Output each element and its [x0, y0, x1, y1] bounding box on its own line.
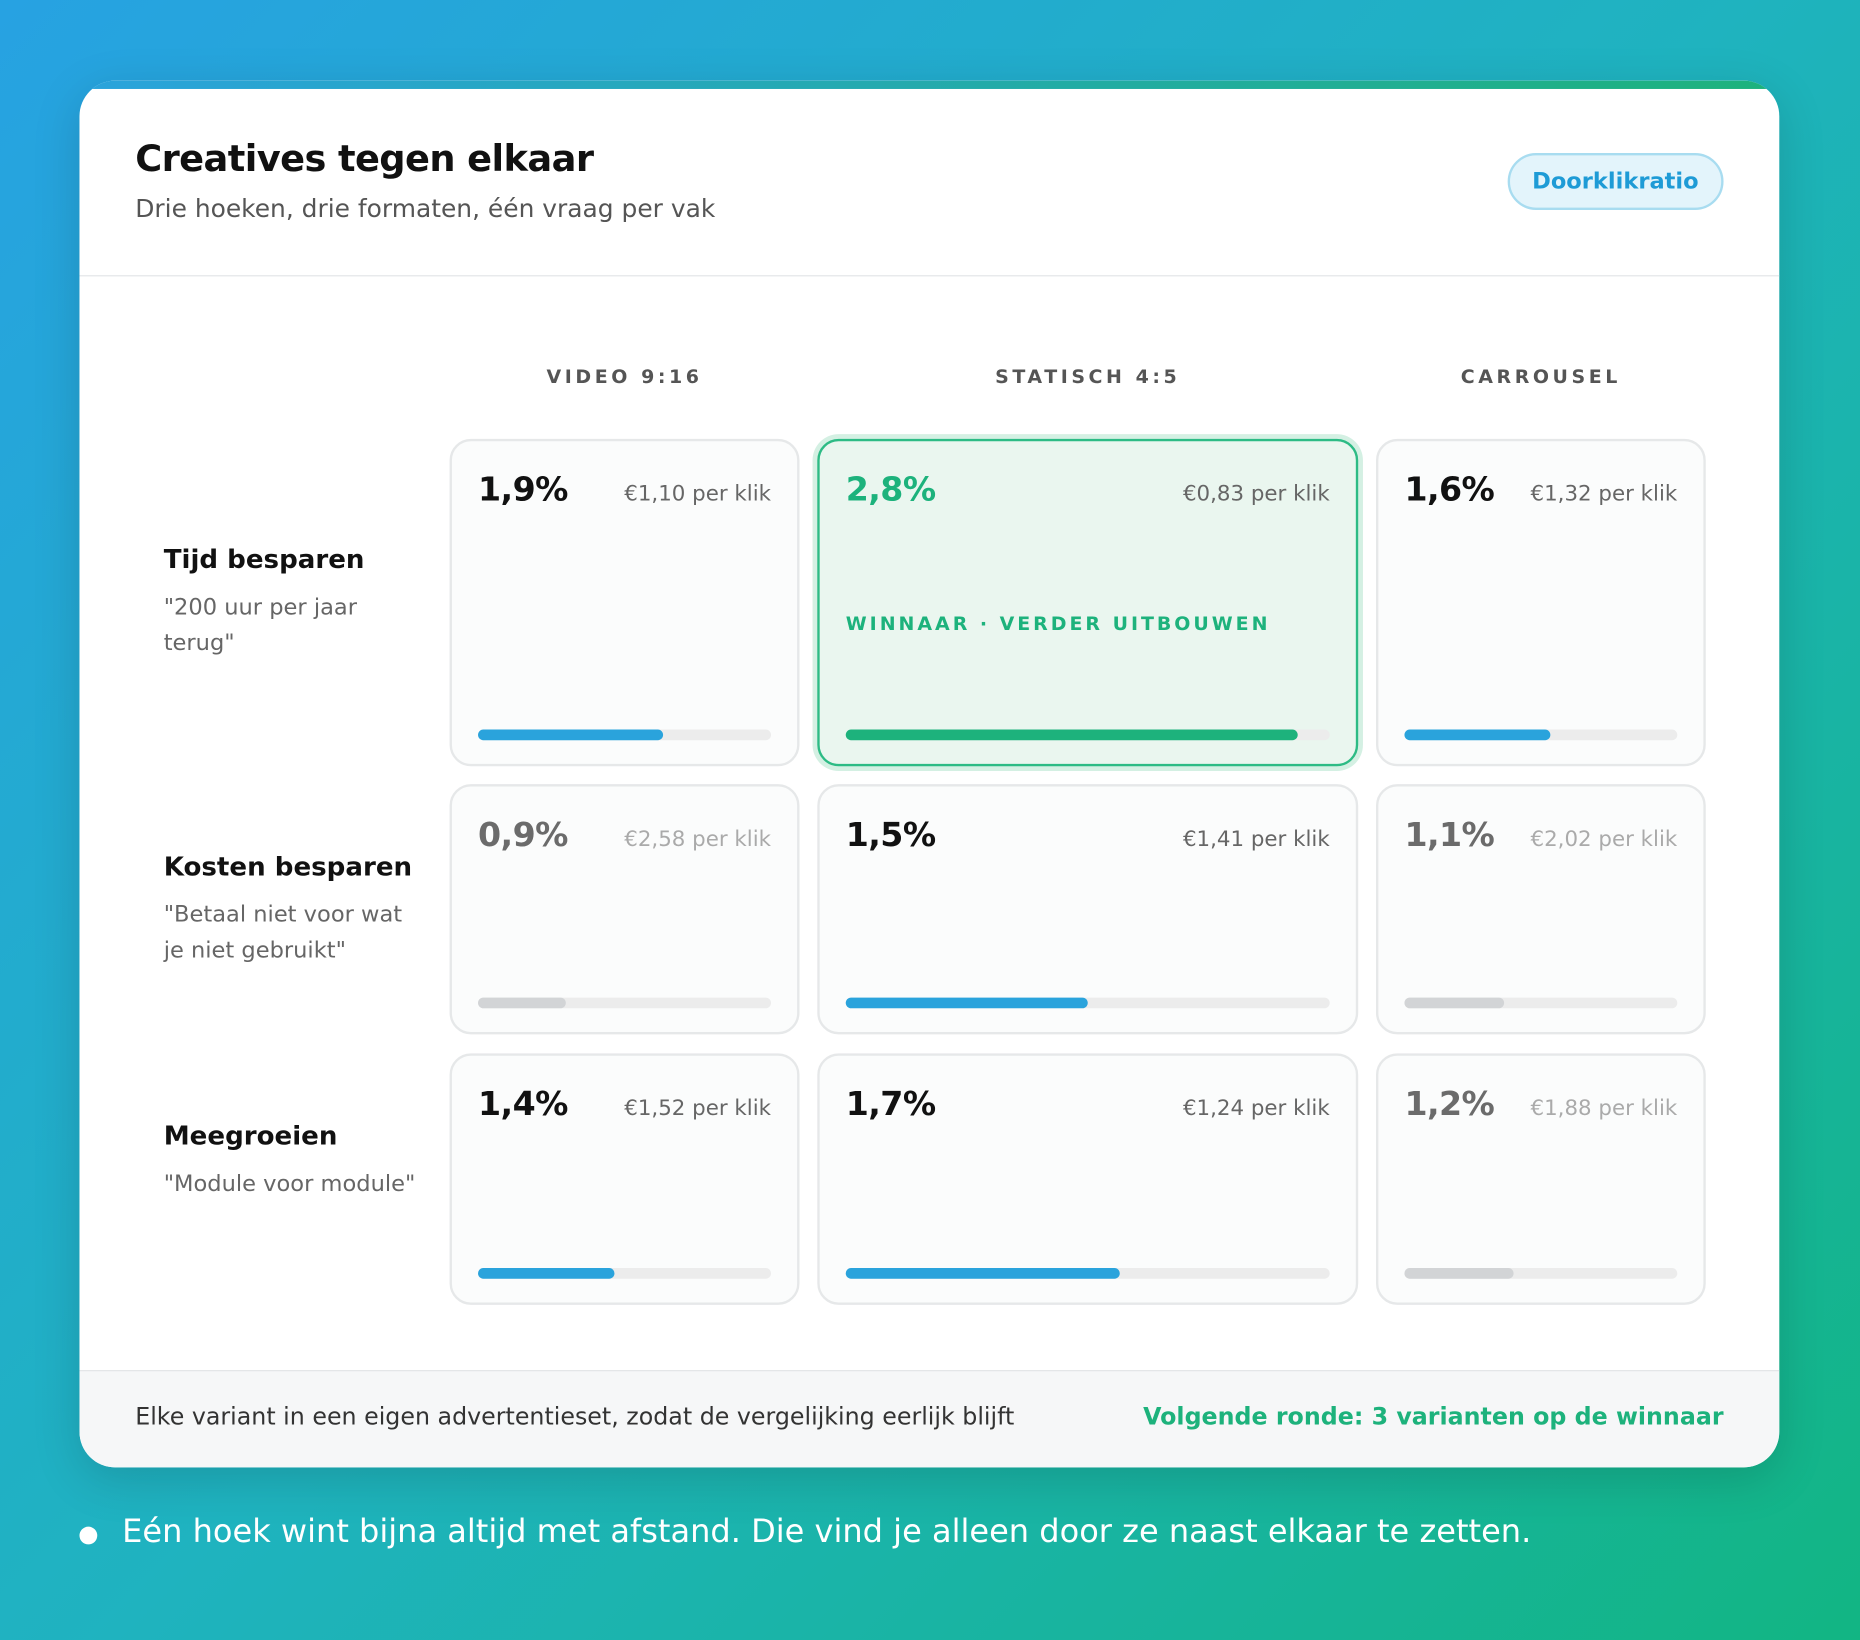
- accent-strip: [79, 80, 1780, 89]
- card: Creatives tegen elkaar Drie hoeken, drie…: [79, 80, 1780, 1468]
- cost-per-click: €1,32 per klik: [1530, 481, 1678, 507]
- cost-per-click: €0,83 per klik: [1182, 481, 1330, 507]
- row-title: Meegroeien: [163, 1122, 338, 1152]
- ctr-value: 1,1%: [1404, 814, 1495, 855]
- ctr-bar: [845, 997, 1088, 1009]
- cell: 1,1% €2,02 per klik: [1375, 784, 1706, 1035]
- ctr-value: 0,9%: [478, 814, 568, 855]
- ctr-value: 1,2%: [1404, 1084, 1495, 1124]
- ctr-bar: [478, 1268, 615, 1279]
- ctr-bar: [1404, 729, 1550, 741]
- cost-per-click: €1,52 per klik: [624, 1096, 772, 1121]
- cell: 1,2% €1,88 per klik: [1375, 1053, 1706, 1305]
- bar-track: [845, 729, 1330, 741]
- bar-track: [478, 997, 772, 1009]
- ctr-bar: [478, 729, 664, 741]
- cost-per-click: €1,41 per klik: [1182, 826, 1330, 852]
- metric-badge[interactable]: Doorklikratio: [1507, 153, 1724, 210]
- cost-per-click: €2,02 per klik: [1530, 826, 1678, 852]
- row-quote: "Module voor module": [163, 1170, 416, 1197]
- ctr-bar: [478, 997, 566, 1009]
- ctr-bar: [845, 1268, 1120, 1279]
- row-title: Tijd besparen: [163, 545, 365, 576]
- ctr-bar: [1404, 997, 1505, 1009]
- bar-track: [1404, 1268, 1678, 1279]
- footer-note: Elke variant in een eigen advertentieset…: [135, 1402, 1015, 1431]
- winner-note: WINNAAR · VERDER UITBOUWEN: [845, 612, 1271, 635]
- column-header: CARROUSEL: [1460, 365, 1621, 388]
- divider: [79, 275, 1780, 277]
- ctr-bar: [845, 729, 1298, 741]
- ctr-value: 1,4%: [478, 1084, 568, 1124]
- cell: 1,5% €1,41 per klik: [817, 784, 1359, 1035]
- ctr-value: 1,6%: [1404, 469, 1495, 509]
- cell: 1,6% €1,32 per klik: [1375, 438, 1706, 767]
- row-quote: "200 uur per jaar terug": [163, 594, 358, 656]
- bar-track: [478, 1268, 772, 1279]
- footer-next: Volgende ronde: 3 varianten op de winnaa…: [1143, 1402, 1724, 1431]
- grid: VIDEO 9:16 STATISCH 4:5 CARROUSEL Tijd besp…: [79, 81, 1779, 1468]
- cell: 1,7% €1,24 per klik: [817, 1053, 1359, 1305]
- cost-per-click: €1,88 per klik: [1530, 1096, 1678, 1121]
- cell: 0,9% €2,58 per klik: [449, 784, 800, 1035]
- title: Creatives tegen elkaar: [135, 137, 594, 181]
- subtitle: Drie hoeken, drie formaten, één vraag pe…: [135, 194, 716, 224]
- cost-per-click: €1,10 per klik: [624, 481, 772, 507]
- bar-track: [845, 997, 1330, 1009]
- takeaway: Eén hoek wint bijna altijd met afstand. …: [122, 1513, 1532, 1551]
- cell: 2,8% €0,83 per klik WINNAAR · VERDER UITBO…: [817, 438, 1359, 767]
- cost-per-click: €1,24 per klik: [1182, 1096, 1330, 1121]
- footer: Elke variant in een eigen advertentieset…: [79, 1370, 1780, 1468]
- cell: 1,4% €1,52 per klik: [449, 1053, 800, 1305]
- cost-per-click: €2,58 per klik: [624, 826, 772, 852]
- bar-track: [478, 729, 772, 741]
- column-header: STATISCH 4:5: [995, 365, 1181, 388]
- bullet: [79, 1526, 98, 1545]
- row-title: Kosten besparen: [163, 852, 413, 882]
- ctr-value: 1,9%: [478, 469, 568, 509]
- ctr-bar: [1404, 1268, 1514, 1279]
- ctr-value: 2,8%: [845, 469, 936, 509]
- bar-track: [845, 1268, 1330, 1279]
- ctr-value: 1,7%: [845, 1084, 936, 1124]
- ctr-value: 1,5%: [845, 814, 936, 855]
- cell: 1,9% €1,10 per klik: [449, 438, 800, 767]
- bar-track: [1404, 997, 1678, 1009]
- bar-track: [1404, 729, 1678, 741]
- column-header: VIDEO 9:16: [546, 365, 703, 388]
- row-quote: "Betaal niet voor wat je niet gebruikt": [163, 900, 403, 963]
